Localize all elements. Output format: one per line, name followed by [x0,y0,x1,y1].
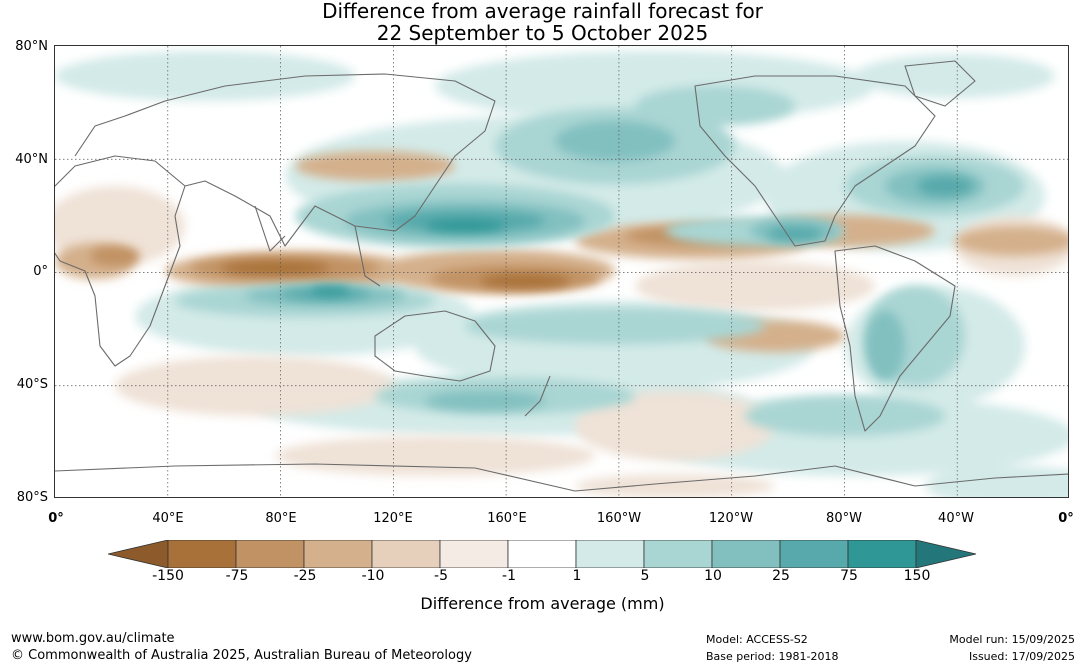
colorbar-extend-high [915,540,977,568]
lon-label-0-left: 0° [48,511,64,526]
lon-label-160w: 160°W [596,511,642,526]
model-run-date: Model run: 15/09/2025 [949,633,1075,646]
colorbar-tick: -5 [434,568,448,584]
lat-label-equator: 0° [33,264,48,279]
lon-label-40e: 40°E [152,511,184,526]
bom-climate-link[interactable]: www.bom.gov.au/climate [11,631,175,646]
colorbar-cell [303,540,373,568]
issued-date: Issued: 17/09/2025 [968,650,1075,663]
lat-label-40s: 40°S [16,377,48,392]
map-canvas [55,46,1068,497]
colorbar-cell [439,540,509,568]
lon-label-80w: 80°W [826,511,862,526]
colorbar-cell [371,540,441,568]
rainfall-anomaly-map [54,45,1069,498]
colorbar-label: Difference from average (mm) [420,594,665,613]
colorbar-tick: 1 [572,568,582,584]
lon-label-120e: 120°E [373,511,413,526]
lon-label-80e: 80°E [265,511,297,526]
lon-label-0-right: 0° [1058,511,1074,526]
map-title-line-1: Difference from average rainfall forecas… [322,0,763,23]
colorbar-cell [235,540,305,568]
colorbar-extend-low [108,540,169,568]
colorbar-tick: 150 [903,568,931,584]
lon-label-120w: 120°W [708,511,754,526]
lon-label-40w: 40°W [938,511,974,526]
colorbar-cell [711,540,781,568]
colorbar [108,540,977,568]
colorbar-tick: -150 [152,568,184,584]
colorbar-cell [507,540,577,568]
colorbar-cell [575,540,645,568]
colorbar-tick: -25 [293,568,317,584]
lon-label-160e: 160°E [487,511,527,526]
colorbar-tick: 75 [840,568,858,584]
colorbar-cell [847,540,917,568]
lat-label-80s: 80°S [16,490,48,505]
colorbar-tick: -1 [502,568,516,584]
colorbar-cell [779,540,849,568]
copyright-text: © Commonwealth of Australia 2025, Austra… [11,648,472,663]
lat-label-40n: 40°N [15,152,48,167]
colorbar-cell [167,540,237,568]
colorbar-tick: 25 [772,568,790,584]
colorbar-cell [643,540,713,568]
colorbar-tick: -75 [225,568,249,584]
base-period: Base period: 1981-2018 [706,650,839,663]
map-title-line-2: 22 September to 5 October 2025 [376,21,709,45]
lat-label-80n: 80°N [15,39,48,54]
colorbar-tick: 5 [640,568,650,584]
colorbar-tick: -10 [361,568,385,584]
colorbar-tick: 10 [704,568,722,584]
model-name: Model: ACCESS-S2 [706,633,808,646]
